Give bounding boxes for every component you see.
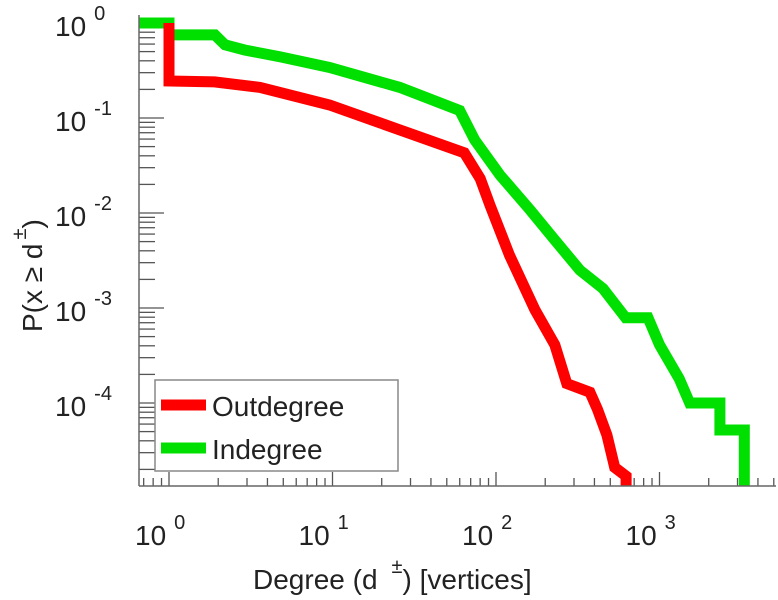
x-axis-label: Degree (d ±) [vertices] (253, 556, 532, 595)
x-tick-label-exp: 2 (501, 512, 512, 534)
y-tick-labels: 10 0 10 -1 10 -2 10 -3 10 -4 (55, 3, 112, 422)
y-tick-label-base: 10 (55, 296, 86, 327)
legend: Outdegree Indegree (154, 379, 399, 472)
x-tick-label: 10 1 (299, 512, 349, 551)
y-tick-label: 10 -3 (55, 288, 112, 327)
legend-box (154, 379, 399, 472)
axis-ticks (139, 22, 775, 486)
y-tick-label-exp: -2 (94, 193, 112, 215)
x-tick-label-base: 10 (299, 520, 330, 551)
x-tick-label: 10 0 (135, 512, 185, 551)
x-axis-label-main: Degree (d (253, 564, 378, 595)
x-axis-label-sup: ± (392, 556, 403, 578)
x-tick-label-base: 10 (626, 520, 657, 551)
x-tick-label: 10 2 (462, 512, 512, 551)
y-axis-label-sup: ± (9, 229, 31, 240)
x-tick-label-base: 10 (135, 520, 166, 551)
y-tick-label-exp: -3 (94, 288, 112, 310)
x-tick-label-exp: 0 (174, 512, 185, 534)
x-tick-labels: 10 0 10 1 10 2 10 3 (135, 512, 676, 551)
x-axis-label-tail: ) [vertices] (403, 564, 532, 595)
y-axis-label: P(x ≥ d ±) (9, 219, 48, 332)
y-tick-label: 10 -1 (55, 98, 112, 137)
y-axis-label-tail: ) (17, 219, 48, 228)
y-tick-label: 10 -4 (55, 383, 112, 422)
x-tick-label-exp: 1 (338, 512, 349, 534)
y-tick-label-base: 10 (55, 201, 86, 232)
series-layer (139, 17, 750, 487)
y-axis-label-main: P(x ≥ d (17, 244, 48, 333)
y-tick-label-exp: -4 (94, 383, 112, 405)
y-tick-label-exp: 0 (94, 3, 105, 25)
y-tick-label: 10 -2 (55, 193, 112, 232)
x-tick-label-exp: 3 (665, 512, 676, 534)
y-tick-label: 10 0 (55, 3, 105, 42)
x-tick-label-base: 10 (462, 520, 493, 551)
y-tick-label-base: 10 (55, 391, 86, 422)
x-tick-label: 10 3 (626, 512, 676, 551)
y-tick-label-exp: -1 (94, 98, 112, 120)
legend-label-indegree: Indegree (212, 434, 323, 465)
y-tick-label-base: 10 (55, 106, 86, 137)
y-tick-label-base: 10 (55, 11, 86, 42)
legend-label-outdegree: Outdegree (212, 391, 344, 422)
